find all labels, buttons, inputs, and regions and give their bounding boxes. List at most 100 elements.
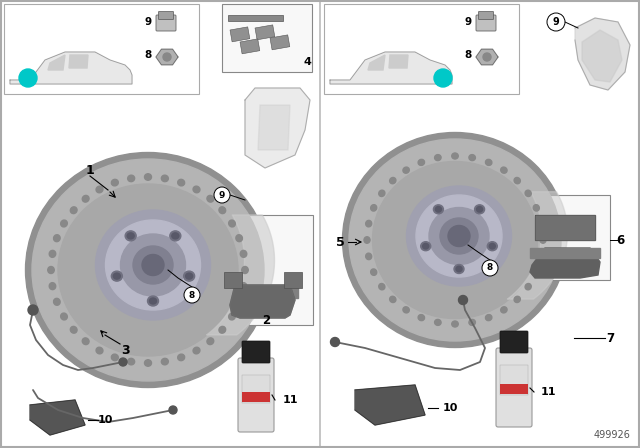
Ellipse shape [469, 155, 476, 161]
Text: 9: 9 [552, 17, 559, 27]
Ellipse shape [54, 298, 60, 305]
Bar [284, 272, 302, 288]
Ellipse shape [58, 184, 238, 356]
Text: 499926: 499926 [593, 430, 630, 440]
Polygon shape [30, 400, 85, 435]
Ellipse shape [349, 139, 561, 341]
Text: 8: 8 [465, 50, 472, 60]
Ellipse shape [172, 233, 179, 239]
Ellipse shape [161, 175, 168, 182]
Text: 9: 9 [465, 17, 472, 27]
FancyBboxPatch shape [238, 358, 274, 432]
Ellipse shape [440, 218, 478, 254]
Polygon shape [48, 55, 65, 70]
Ellipse shape [111, 354, 118, 361]
Ellipse shape [186, 273, 193, 279]
Ellipse shape [538, 220, 544, 227]
Ellipse shape [96, 347, 103, 354]
Ellipse shape [120, 234, 186, 296]
Bar [242, 375, 270, 403]
Ellipse shape [418, 159, 424, 165]
Circle shape [19, 69, 37, 87]
Ellipse shape [371, 205, 377, 211]
Ellipse shape [487, 242, 497, 251]
Polygon shape [530, 248, 600, 258]
Ellipse shape [193, 347, 200, 354]
Ellipse shape [111, 179, 118, 186]
Ellipse shape [422, 243, 429, 249]
Circle shape [330, 337, 339, 346]
Bar [230, 27, 250, 42]
Ellipse shape [500, 307, 507, 313]
Ellipse shape [456, 266, 462, 272]
Ellipse shape [372, 161, 538, 319]
Bar [242, 392, 270, 402]
Ellipse shape [525, 284, 531, 290]
Circle shape [214, 187, 230, 203]
Ellipse shape [435, 207, 442, 212]
Bar [240, 39, 260, 54]
Bar [500, 365, 528, 395]
Ellipse shape [242, 267, 248, 273]
Ellipse shape [514, 296, 520, 302]
Ellipse shape [435, 319, 441, 325]
Text: 7: 7 [606, 332, 614, 345]
Ellipse shape [540, 237, 546, 243]
Ellipse shape [490, 243, 495, 249]
Polygon shape [230, 285, 295, 318]
Ellipse shape [477, 207, 483, 212]
Ellipse shape [133, 246, 173, 284]
Bar [500, 384, 528, 394]
Polygon shape [575, 18, 630, 90]
Ellipse shape [406, 186, 511, 286]
Text: 10: 10 [97, 415, 113, 425]
Ellipse shape [83, 195, 89, 202]
Ellipse shape [236, 235, 243, 241]
Ellipse shape [170, 231, 181, 241]
FancyBboxPatch shape [476, 15, 496, 31]
Text: 8: 8 [487, 263, 493, 272]
Ellipse shape [514, 177, 520, 184]
Ellipse shape [70, 207, 77, 214]
Circle shape [482, 260, 498, 276]
FancyBboxPatch shape [242, 341, 270, 363]
Ellipse shape [147, 296, 159, 306]
Ellipse shape [70, 327, 77, 333]
Ellipse shape [371, 269, 377, 276]
Ellipse shape [83, 338, 89, 345]
Ellipse shape [61, 313, 67, 320]
Bar [324, 4, 519, 94]
Ellipse shape [390, 296, 396, 302]
Ellipse shape [150, 298, 157, 304]
Ellipse shape [228, 313, 236, 320]
Ellipse shape [61, 220, 67, 227]
Text: 11: 11 [282, 395, 298, 405]
Ellipse shape [475, 205, 484, 214]
Polygon shape [69, 55, 88, 68]
Ellipse shape [486, 159, 492, 165]
Text: 1: 1 [86, 164, 94, 177]
Polygon shape [582, 30, 622, 82]
Text: 4: 4 [303, 57, 311, 67]
Circle shape [28, 305, 38, 315]
Ellipse shape [379, 190, 385, 197]
Ellipse shape [403, 167, 410, 173]
Ellipse shape [178, 179, 185, 186]
Text: 5: 5 [335, 236, 344, 249]
Bar [4, 4, 199, 94]
Bar [270, 35, 290, 50]
Polygon shape [535, 215, 595, 240]
Ellipse shape [418, 314, 424, 321]
Ellipse shape [228, 220, 236, 227]
Bar [228, 15, 283, 21]
Ellipse shape [145, 360, 152, 366]
Polygon shape [245, 88, 310, 168]
Ellipse shape [342, 133, 568, 348]
Ellipse shape [125, 231, 136, 241]
Ellipse shape [469, 319, 476, 325]
Circle shape [169, 406, 177, 414]
Ellipse shape [184, 271, 195, 281]
Ellipse shape [429, 207, 489, 264]
Ellipse shape [95, 210, 211, 320]
Ellipse shape [113, 273, 120, 279]
